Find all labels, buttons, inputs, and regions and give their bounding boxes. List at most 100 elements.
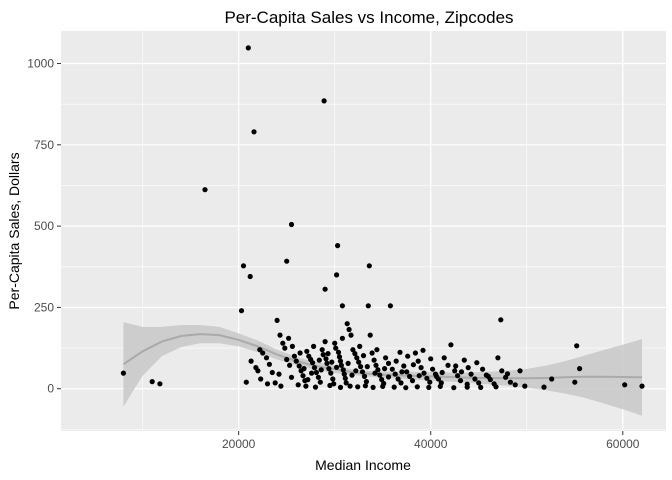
data-point (389, 366, 395, 372)
x-tick-label: 40000 (414, 437, 448, 451)
data-point (393, 358, 399, 364)
data-point (372, 370, 378, 376)
data-point (263, 355, 270, 361)
data-point (360, 353, 367, 359)
data-point (427, 379, 433, 385)
data-point (476, 380, 482, 386)
x-axis: 20000 40000 60000 (222, 431, 640, 451)
data-point (245, 45, 251, 51)
data-point (412, 350, 418, 356)
data-point (333, 345, 339, 351)
data-point (339, 335, 345, 341)
data-point (305, 377, 311, 383)
data-point (517, 368, 523, 374)
data-point (313, 369, 319, 376)
data-point (410, 362, 416, 368)
data-point (426, 384, 432, 390)
data-point (269, 369, 275, 376)
y-tick-label: 0 (47, 382, 54, 396)
data-point (278, 383, 284, 389)
data-point (272, 380, 278, 386)
data-point (353, 368, 359, 374)
data-point (382, 366, 388, 372)
data-point (379, 377, 385, 383)
data-point (478, 384, 484, 390)
data-point (385, 374, 392, 380)
data-point (369, 350, 375, 356)
data-point (240, 263, 247, 269)
data-point (332, 340, 338, 346)
y-tick-label: 500 (34, 219, 54, 233)
data-point (366, 263, 372, 269)
data-point (322, 286, 328, 292)
data-point (293, 358, 299, 364)
data-point (341, 371, 347, 377)
data-point (284, 258, 290, 264)
data-point (391, 384, 397, 390)
data-point (295, 382, 301, 388)
data-point (297, 350, 303, 356)
data-point (371, 357, 377, 363)
data-point (291, 353, 297, 359)
data-point (364, 364, 370, 370)
data-point (358, 364, 364, 370)
data-point (409, 378, 416, 384)
data-point (243, 379, 249, 385)
x-tick-label: 20000 (222, 437, 256, 451)
data-point (315, 374, 321, 380)
data-point (362, 383, 368, 389)
data-point (418, 365, 424, 371)
data-point (395, 376, 401, 382)
y-tick-label: 1000 (27, 57, 54, 71)
data-point (458, 369, 465, 375)
data-point (493, 384, 499, 390)
data-point (325, 351, 331, 357)
data-point (347, 383, 353, 389)
data-point (287, 362, 293, 368)
data-point (437, 383, 443, 389)
data-point (327, 382, 333, 389)
chart-title: Per-Capita Sales vs Income, Zipcodes (224, 8, 513, 27)
data-point (340, 367, 346, 373)
data-point (350, 347, 356, 353)
data-point (266, 361, 272, 367)
data-point (323, 356, 329, 362)
data-point (282, 345, 288, 351)
data-point (495, 355, 501, 361)
data-point (309, 370, 315, 376)
data-point (342, 375, 348, 381)
data-point (311, 365, 318, 371)
data-point (455, 373, 461, 379)
data-point (336, 354, 343, 360)
data-point (301, 366, 307, 372)
data-point (465, 365, 471, 371)
data-point (577, 366, 583, 372)
data-point (320, 352, 326, 358)
data-point (247, 273, 253, 280)
data-point (157, 381, 163, 387)
data-point (330, 376, 336, 382)
data-point (303, 383, 309, 389)
data-point (284, 356, 290, 363)
data-point (367, 332, 373, 338)
smooth-line (122, 333, 643, 380)
data-point (300, 373, 306, 379)
data-point (468, 371, 474, 377)
data-point (337, 358, 344, 364)
data-point (365, 303, 371, 309)
data-point (359, 369, 366, 375)
data-point (474, 360, 480, 366)
data-point (512, 382, 518, 388)
data-point (549, 376, 555, 382)
data-points (120, 45, 645, 391)
data-point (329, 359, 335, 365)
data-point (316, 357, 322, 363)
data-point (453, 363, 459, 369)
data-point (430, 366, 436, 372)
data-point (348, 332, 354, 338)
data-point (257, 347, 263, 353)
data-point (420, 347, 426, 353)
data-point (380, 383, 386, 389)
data-point (276, 371, 282, 377)
data-point (321, 98, 327, 104)
